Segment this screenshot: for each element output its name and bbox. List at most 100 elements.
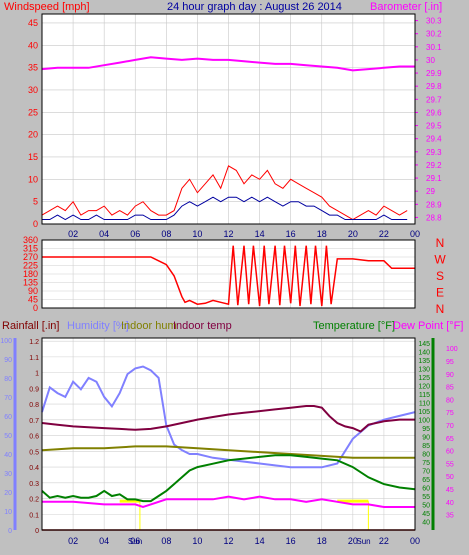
wind-series-baro	[41, 56, 415, 72]
wind-axes: 0 5 10 15 20 25 30 35 40 45 28.8 28.9 29 29.1 29.2 29.3…	[28, 13, 442, 239]
direction-tick-label: 180	[23, 269, 38, 279]
temp-hour-label: 16	[286, 536, 296, 546]
windspeed-tick-label: 25	[28, 107, 38, 117]
rain-tick-label: 0.9	[29, 386, 39, 393]
wind-series	[41, 56, 415, 221]
temp-hour-label: 04	[99, 536, 109, 546]
temperature-axis-label: Temperature [°F]	[313, 320, 395, 332]
humidity-tick-label: 20	[4, 490, 12, 497]
barometer-tick-label: 29.8	[426, 82, 442, 91]
direction-tick-label: 45	[28, 295, 38, 305]
temp-plot-frame	[41, 337, 416, 531]
barometer-tick-label: 29.6	[426, 108, 442, 117]
windspeed-tick-label: 20	[28, 130, 38, 140]
barometer-tick-label: 28.9	[426, 200, 442, 209]
temp-hour-label: 14	[255, 536, 265, 546]
dew-point-tick-label: 85	[446, 385, 454, 392]
windspeed-tick-label: 40	[28, 40, 38, 50]
rain-tick-label: 0.6	[29, 434, 39, 441]
dew-point-tick-label: 90	[446, 372, 454, 379]
humidity-tick-label: 40	[4, 452, 12, 459]
barometer-tick-label: 29.5	[426, 122, 442, 131]
temp-hour-label: 10	[192, 536, 202, 546]
dew-point-tick-label: 80	[446, 397, 454, 404]
rain-tick-label: 0.1	[29, 512, 39, 519]
temp-hour-label: 12	[223, 536, 233, 546]
temp-hour-label: 20	[348, 536, 358, 546]
dew-point-tick-label: 100	[446, 346, 458, 353]
rainfall-axis-label: Rainfall [.in]	[2, 320, 59, 332]
indoor-hum-label: Indoor hum	[121, 320, 177, 332]
temp-series-indoor_hum	[41, 445, 415, 459]
wind-hour-label: 16	[286, 229, 296, 239]
direction-tick-label: 360	[23, 235, 38, 245]
compass-label: W	[434, 253, 446, 267]
barometer-tick-label: 28.8	[426, 213, 442, 222]
rain-tick-label: 0.2	[29, 497, 39, 504]
barometer-tick-label: 29.1	[426, 174, 442, 183]
temperature-tick-label: 80	[422, 452, 430, 459]
barometer-tick-label: 30.2	[426, 30, 442, 39]
temp-hour-label: 02	[68, 536, 78, 546]
barometer-tick-label: 29.7	[426, 95, 442, 104]
temperature-tick-label: 140	[418, 350, 430, 357]
compass-label: N	[436, 236, 445, 250]
dew-point-axis-label: Dew Point [°F]	[393, 320, 463, 332]
temperature-tick-label: 120	[418, 384, 430, 391]
windspeed-tick-label: 15	[28, 152, 38, 162]
barometer-tick-label: 30.3	[426, 17, 442, 26]
temperature-tick-label: 70	[422, 469, 430, 476]
direction-series-line	[42, 245, 415, 307]
temperature-tick-label: 50	[422, 503, 430, 510]
dew-point-tick-label: 70	[446, 423, 454, 430]
windspeed-tick-label: 45	[28, 18, 38, 28]
temperature-tick-label: 130	[418, 367, 430, 374]
barometer-tick-label: 29	[426, 187, 435, 196]
dew-point-tick-label: 75	[446, 410, 454, 417]
windspeed-tick-label: 35	[28, 63, 38, 73]
humidity-tick-label: 90	[4, 357, 12, 364]
temperature-tick-label: 105	[418, 409, 430, 416]
temperature-tick-label: 110	[419, 401, 430, 408]
dew-point-tick-label: 55	[446, 461, 454, 468]
chart-title: 24 hour graph day : August 26 2014	[167, 1, 342, 13]
barometer-tick-label: 29.4	[426, 135, 442, 144]
temperature-tick-label: 90	[422, 435, 430, 442]
temperature-tick-label: 135	[418, 358, 430, 365]
rain-tick-label: 0.8	[29, 402, 39, 409]
rain-tick-label: 1.1	[29, 355, 39, 362]
windspeed-tick-label: 10	[28, 174, 38, 184]
temp-grid	[42, 338, 416, 531]
temp-axes: 0 0.1 0.2 0.3 0.4 0.5 0.6 0.7 0.8 0.9 1 1.1 1.2 0 10 20…	[0, 337, 458, 546]
rain-tick-label: 0.4	[29, 465, 39, 472]
humidity-tick-label: 50	[4, 433, 12, 440]
temperature-tick-label: 100	[418, 418, 430, 425]
wind-hour-label: 18	[317, 229, 327, 239]
wind-plot-frame	[41, 13, 416, 225]
wind-hour-label: 00	[410, 229, 420, 239]
compass-label: S	[436, 269, 444, 283]
rain-tick-label: 0	[35, 528, 39, 535]
barometer-axis-label: Barometer [.in]	[370, 1, 442, 13]
rain-tick-label: 0.7	[29, 418, 39, 425]
direction-plot-frame	[41, 239, 416, 309]
windspeed-axis-label: Windspeed [mph]	[4, 1, 90, 13]
rain-tick-label: 0.5	[29, 449, 39, 456]
temperature-tick-label: 125	[418, 375, 430, 382]
direction-tick-label: 90	[28, 286, 38, 296]
dew-point-tick-label: 35	[446, 513, 454, 520]
temperature-tick-label: 55	[422, 494, 430, 501]
barometer-tick-label: 30.1	[426, 43, 442, 52]
dew-point-tick-label: 40	[446, 500, 454, 507]
wind-hour-label: 04	[99, 229, 109, 239]
direction-series	[42, 245, 415, 307]
temp-hour-label: 22	[379, 536, 389, 546]
temperature-tick-label: 95	[422, 426, 430, 433]
wind-hour-label: 20	[348, 229, 358, 239]
humidity-axis-label: Humidity [%]	[67, 320, 129, 332]
dew-point-tick-label: 65	[446, 436, 454, 443]
wind-series-avg	[42, 196, 408, 221]
temp-hour-label: 08	[161, 536, 171, 546]
compass-label: E	[436, 286, 444, 300]
